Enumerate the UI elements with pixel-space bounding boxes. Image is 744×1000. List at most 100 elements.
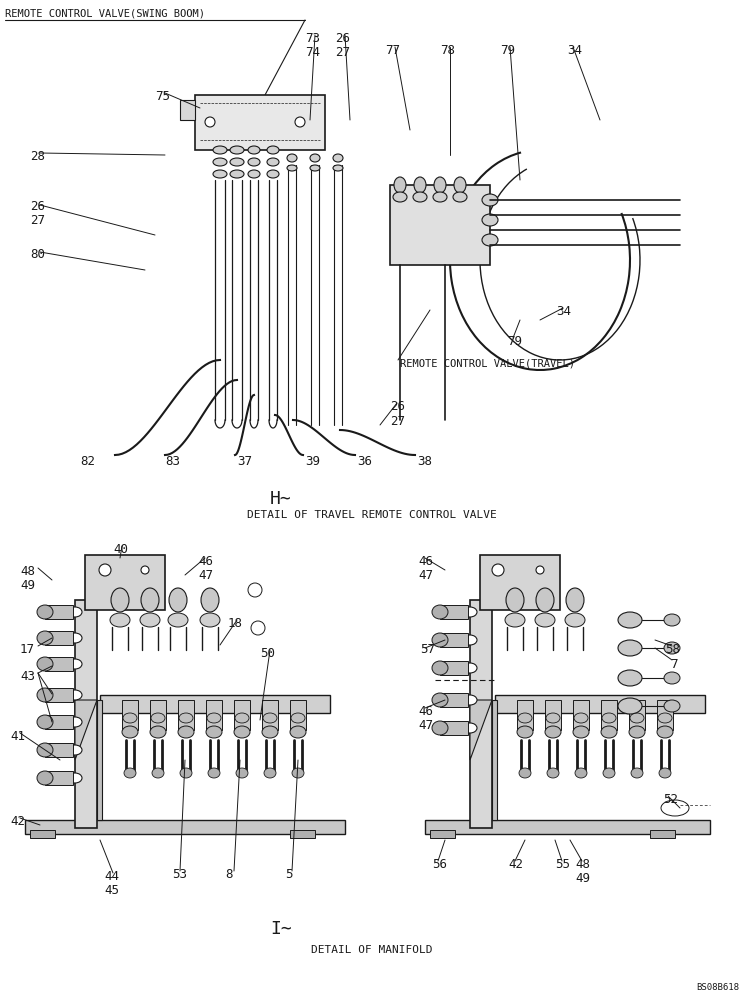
Ellipse shape	[482, 194, 498, 206]
Ellipse shape	[565, 613, 585, 627]
Ellipse shape	[434, 177, 446, 193]
Bar	[545, 700, 561, 730]
Bar	[25, 820, 345, 834]
Ellipse shape	[180, 768, 192, 778]
Ellipse shape	[432, 633, 448, 647]
Text: 26: 26	[30, 200, 45, 213]
Text: 46: 46	[198, 555, 213, 568]
Text: 78: 78	[440, 44, 455, 57]
Text: 79: 79	[507, 335, 522, 348]
Ellipse shape	[230, 158, 244, 166]
Bar	[440, 693, 468, 707]
Ellipse shape	[574, 713, 588, 723]
Text: 28: 28	[30, 150, 45, 163]
Ellipse shape	[546, 713, 560, 723]
Text: 41: 41	[10, 730, 25, 743]
Circle shape	[536, 566, 544, 574]
Circle shape	[492, 564, 504, 576]
Ellipse shape	[575, 768, 587, 778]
Ellipse shape	[37, 715, 53, 729]
Text: 75: 75	[155, 90, 170, 103]
Bar	[234, 700, 250, 730]
Ellipse shape	[168, 613, 188, 627]
Text: 18: 18	[228, 617, 243, 630]
Ellipse shape	[393, 192, 407, 202]
Ellipse shape	[68, 690, 82, 700]
Text: 34: 34	[556, 305, 571, 318]
Text: 50: 50	[260, 647, 275, 660]
Ellipse shape	[37, 743, 53, 757]
Ellipse shape	[122, 726, 138, 738]
Ellipse shape	[248, 170, 260, 178]
Text: 46: 46	[418, 555, 433, 568]
Ellipse shape	[545, 726, 561, 738]
Ellipse shape	[111, 588, 129, 612]
Text: 26: 26	[335, 32, 350, 45]
Bar	[470, 600, 492, 828]
Ellipse shape	[208, 768, 220, 778]
Ellipse shape	[140, 613, 160, 627]
Bar	[480, 555, 560, 610]
Text: 48: 48	[575, 858, 590, 871]
Ellipse shape	[573, 726, 589, 738]
Bar	[425, 820, 710, 834]
Ellipse shape	[262, 726, 278, 738]
Ellipse shape	[519, 768, 531, 778]
Ellipse shape	[454, 177, 466, 193]
Ellipse shape	[236, 768, 248, 778]
Bar	[430, 830, 455, 838]
Text: 5: 5	[285, 868, 292, 881]
Text: 74: 74	[305, 46, 320, 59]
Ellipse shape	[535, 613, 555, 627]
Ellipse shape	[414, 177, 426, 193]
Bar	[390, 185, 490, 265]
Ellipse shape	[432, 721, 448, 735]
Text: 53: 53	[172, 868, 187, 881]
Ellipse shape	[432, 661, 448, 675]
Ellipse shape	[200, 613, 220, 627]
Ellipse shape	[37, 605, 53, 619]
Ellipse shape	[178, 726, 194, 738]
Ellipse shape	[453, 192, 467, 202]
Bar	[650, 830, 675, 838]
Bar	[45, 605, 73, 619]
Bar	[45, 715, 73, 729]
Ellipse shape	[230, 146, 244, 154]
Ellipse shape	[68, 607, 82, 617]
Bar	[195, 95, 325, 150]
Bar	[45, 771, 73, 785]
Ellipse shape	[463, 723, 477, 733]
Polygon shape	[470, 700, 492, 760]
Ellipse shape	[618, 612, 642, 628]
Text: 55: 55	[555, 858, 570, 871]
Ellipse shape	[333, 154, 343, 162]
Ellipse shape	[291, 713, 305, 723]
Ellipse shape	[664, 700, 680, 712]
Ellipse shape	[201, 588, 219, 612]
Ellipse shape	[68, 659, 82, 669]
Ellipse shape	[463, 607, 477, 617]
Text: REMOTE CONTROL VALVE(SWING BOOM): REMOTE CONTROL VALVE(SWING BOOM)	[5, 8, 205, 18]
Ellipse shape	[463, 663, 477, 673]
Text: 52: 52	[663, 793, 678, 806]
Text: 39: 39	[305, 455, 320, 468]
Ellipse shape	[517, 726, 533, 738]
Bar	[492, 700, 497, 820]
Text: DETAIL OF MANIFOLD: DETAIL OF MANIFOLD	[311, 945, 433, 955]
Bar	[440, 661, 468, 675]
Text: H∼: H∼	[270, 490, 292, 508]
Ellipse shape	[68, 773, 82, 783]
Text: 27: 27	[390, 415, 405, 428]
Text: 34: 34	[567, 44, 582, 57]
Text: 79: 79	[500, 44, 515, 57]
Ellipse shape	[141, 588, 159, 612]
Text: 56: 56	[432, 858, 447, 871]
Ellipse shape	[287, 154, 297, 162]
Ellipse shape	[264, 768, 276, 778]
Text: 17: 17	[20, 643, 35, 656]
Ellipse shape	[618, 698, 642, 714]
Ellipse shape	[68, 633, 82, 643]
Text: 7: 7	[670, 658, 678, 671]
Ellipse shape	[37, 771, 53, 785]
Text: 49: 49	[575, 872, 590, 885]
